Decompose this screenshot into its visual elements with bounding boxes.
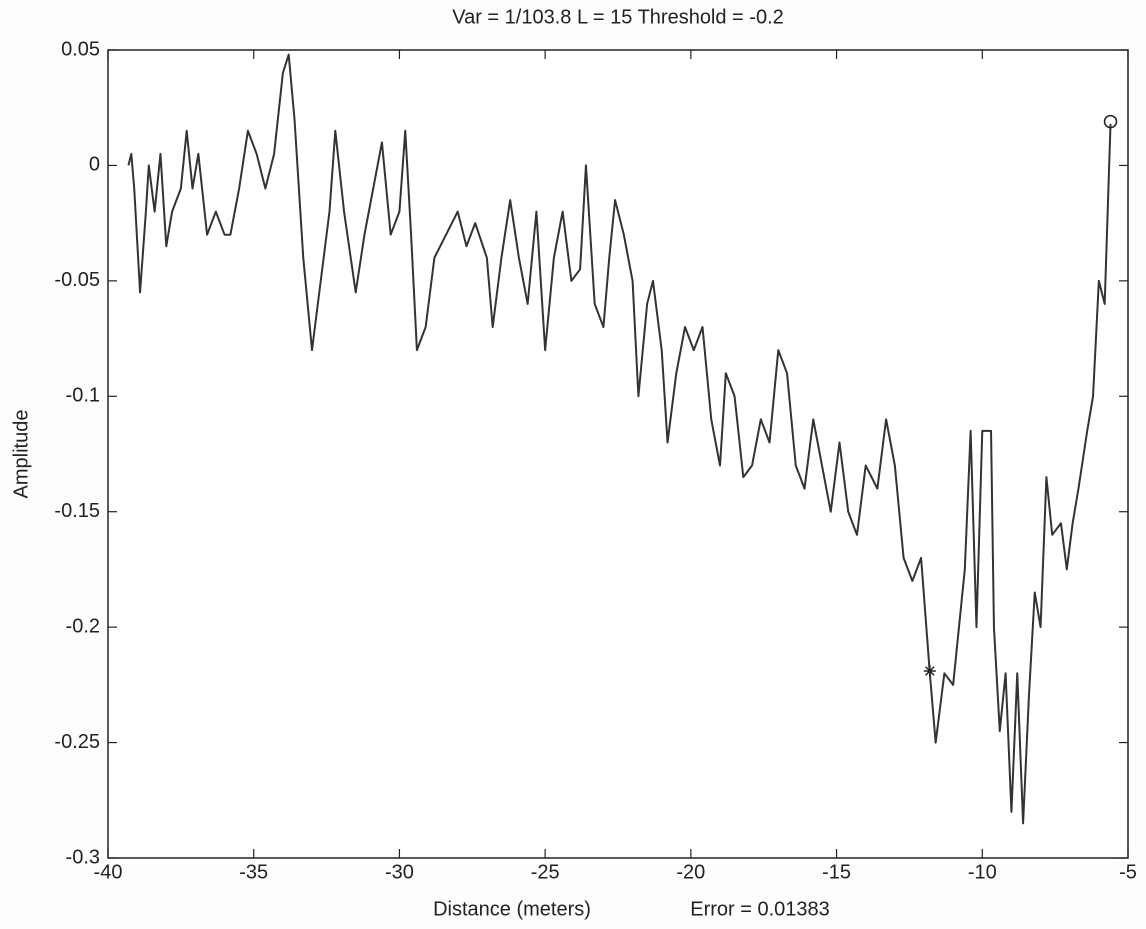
marker-star xyxy=(923,665,936,678)
x-tick-label: -30 xyxy=(385,861,414,883)
plot-area xyxy=(107,49,1129,859)
marker-circle xyxy=(1103,114,1118,129)
x-tick-label: -10 xyxy=(968,861,997,883)
chart-title: Var = 1/103.8 L = 15 Threshold = -0.2 xyxy=(452,6,784,28)
x-tick-label: -5 xyxy=(1119,861,1137,883)
y-axis-label: Amplitude xyxy=(10,410,32,499)
annotation: Error = 0.01383 xyxy=(690,898,830,920)
data-line xyxy=(127,53,1112,825)
y-tick-label: 0.05 xyxy=(61,38,100,60)
x-tick-label: -35 xyxy=(239,861,268,883)
y-tick-label: -0.05 xyxy=(54,269,100,291)
x-tick-label: -25 xyxy=(531,861,560,883)
y-tick-label: -0.1 xyxy=(66,385,100,407)
y-tick-label: 0 xyxy=(89,154,100,176)
y-tick-label: -0.2 xyxy=(66,615,100,637)
y-tick-label: -0.25 xyxy=(54,731,100,753)
x-tick-label: -20 xyxy=(676,861,705,883)
x-tick-label: -40 xyxy=(94,861,123,883)
y-tick-label: -0.3 xyxy=(66,846,100,868)
y-tick-label: -0.15 xyxy=(54,500,100,522)
x-tick-label: -15 xyxy=(822,861,851,883)
x-axis-label: Distance (meters) xyxy=(433,898,591,920)
